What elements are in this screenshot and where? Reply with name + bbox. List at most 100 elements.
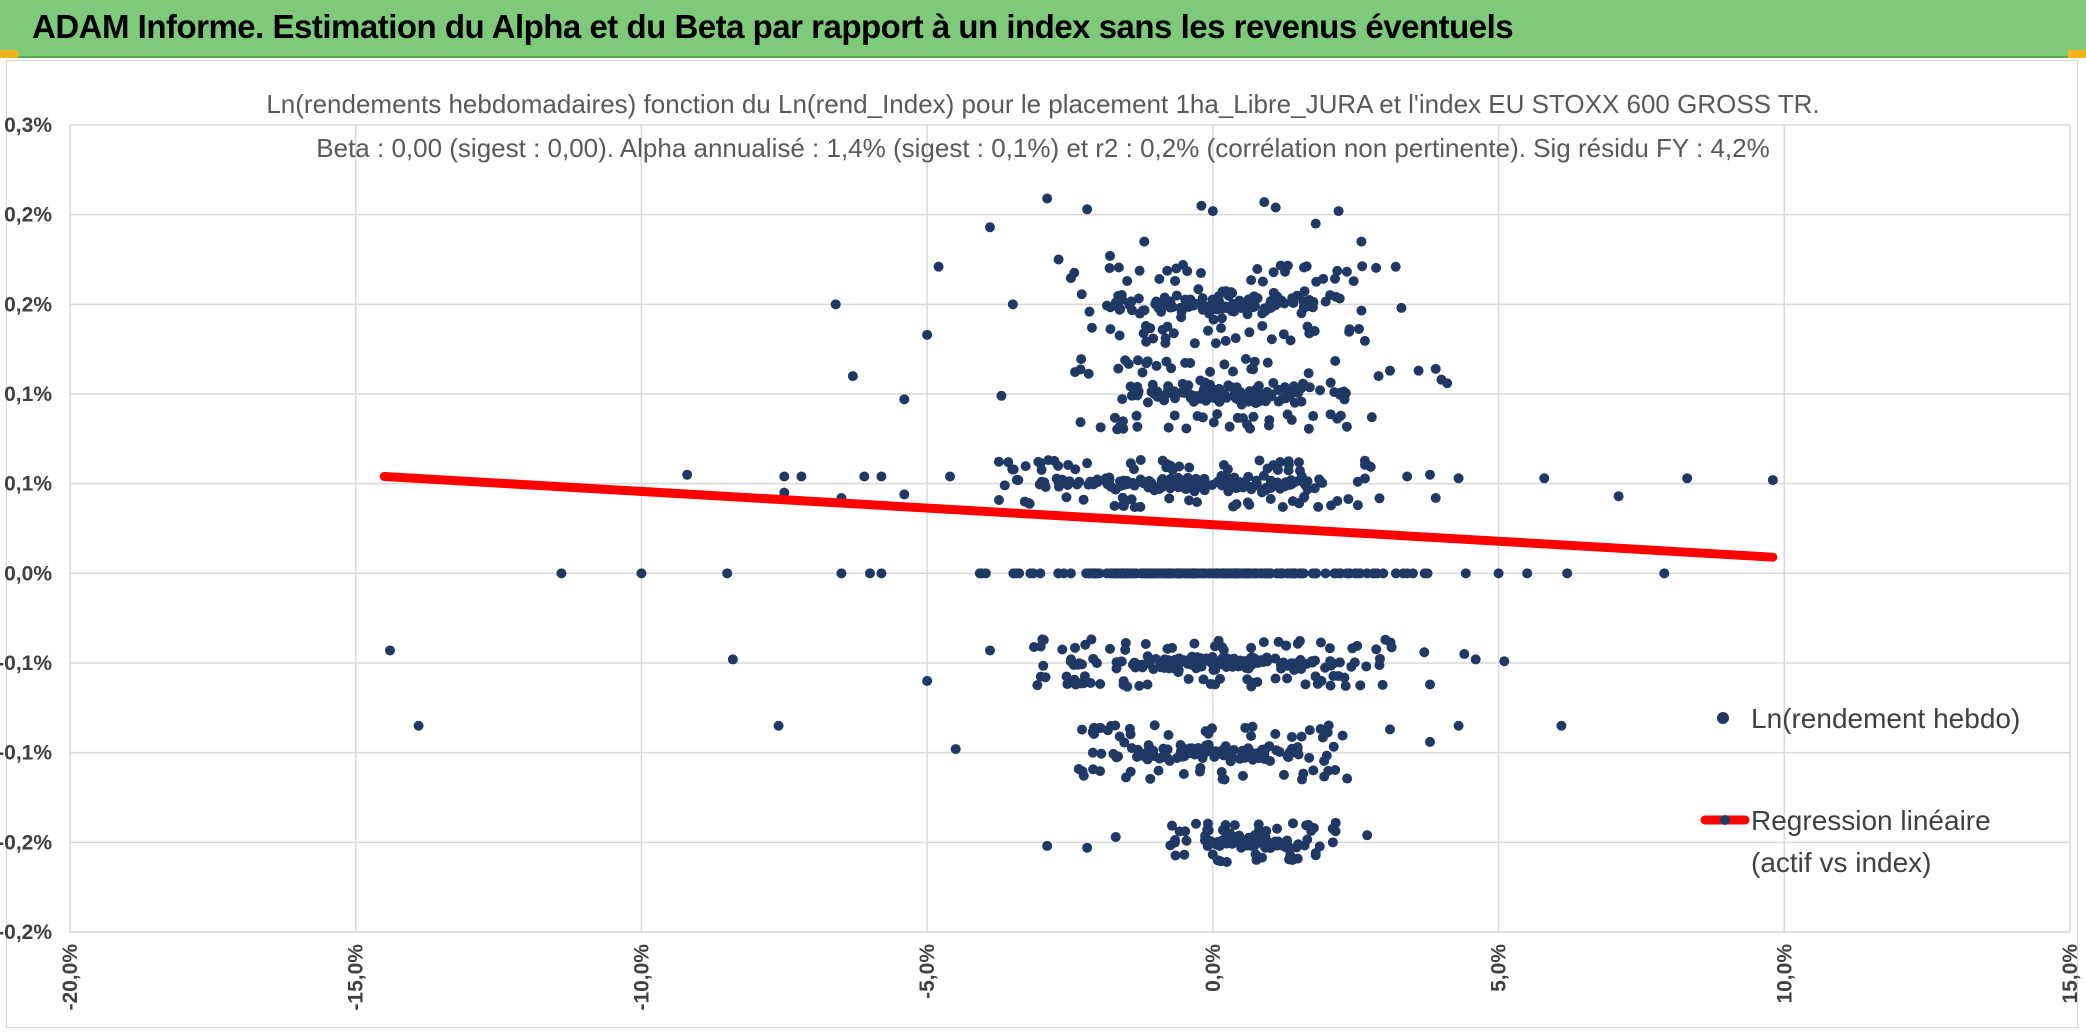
data-point [1117,492,1128,503]
data-point [1202,655,1213,666]
data-point [773,720,784,731]
data-point [1246,730,1257,741]
data-point [1210,746,1221,757]
data-point [1188,396,1199,407]
data-point [1214,658,1225,669]
data-point [1287,855,1298,866]
data-point [1562,568,1573,579]
data-point [1275,260,1286,271]
data-point [1332,496,1343,507]
data-point [1366,412,1377,423]
data-point [1425,469,1435,480]
x-axis-ticks: -20,0% -15,0% -10,0% -5,0% 0,0% 5,0% 10,0% 15,0… [59,944,2082,1011]
legend-label-regression-2: (actif vs index) [1751,847,1932,878]
data-point [1265,568,1276,579]
data-point [1085,677,1096,688]
data-point [1254,388,1265,399]
data-point [1324,643,1335,654]
data-point [1110,831,1121,842]
data-point [1355,680,1366,691]
data-point [1087,727,1098,738]
data-point [1241,840,1252,851]
data-point [1293,457,1304,468]
data-point [1308,765,1319,776]
data-point [1114,330,1125,341]
data-point [1061,671,1072,682]
data-point [1088,764,1099,775]
data-point [993,456,1004,467]
y-tick-label: -0,1% [0,652,52,675]
data-point [1304,725,1315,736]
data-point [1282,260,1293,271]
data-point [1212,409,1223,420]
data-point [1051,473,1062,484]
data-point [1339,672,1350,683]
data-point [1131,410,1142,421]
data-point [1247,568,1258,579]
y-tick-label: 0,0% [4,562,52,585]
data-point [1413,365,1424,376]
data-point [1179,849,1190,860]
data-point [1086,322,1097,333]
data-point [1125,381,1136,392]
data-point [1134,680,1145,691]
data-point [1270,202,1281,213]
data-point [1065,656,1076,667]
data-point [1053,568,1064,579]
data-point [1197,412,1208,423]
data-point [1198,484,1209,495]
data-point [1090,568,1101,579]
data-point [1208,314,1219,325]
data-point [1147,379,1158,390]
data-point [1040,672,1051,683]
data-point [1076,289,1087,300]
data-point [1122,276,1133,287]
data-point [1682,473,1693,484]
data-point [1153,765,1164,776]
data-point [1232,412,1243,423]
data-point [1196,661,1207,672]
data-point [1362,830,1373,841]
data-point [1126,390,1137,401]
data-point [1184,462,1195,473]
data-point [1265,755,1276,766]
data-point [1249,301,1260,312]
data-point [1325,377,1336,388]
data-point [1083,368,1094,379]
data-point [1425,736,1435,747]
data-point [1342,568,1353,579]
data-point [779,471,790,482]
data-point [1142,356,1153,367]
data-point [830,299,841,310]
data-point [1174,461,1185,472]
legend: Ln(rendement hebdo) Regression linéaire … [1700,703,2020,878]
data-point [1082,842,1093,853]
data-point [1353,323,1364,334]
data-point [1315,724,1326,735]
data-point [1011,474,1022,485]
data-point [1177,378,1188,389]
data-point [1274,747,1285,758]
data-point [1266,334,1277,345]
data-point [1222,472,1233,483]
data-point [1088,653,1099,664]
data-point [1278,329,1289,340]
data-point [1115,304,1126,315]
data-point [1118,500,1129,511]
data-point [1380,634,1391,645]
data-point [1359,473,1370,484]
data-point [1310,848,1321,859]
data-point [1258,656,1269,667]
data-point [1341,266,1352,277]
data-point [1377,679,1388,690]
data-point [1061,492,1072,503]
data-point [1291,384,1302,395]
data-point [1145,323,1156,334]
data-point [1365,461,1376,472]
data-point [1254,455,1265,466]
data-point [1134,265,1145,276]
data-point [1149,720,1160,731]
data-point [1218,460,1229,471]
data-point [1309,483,1320,494]
